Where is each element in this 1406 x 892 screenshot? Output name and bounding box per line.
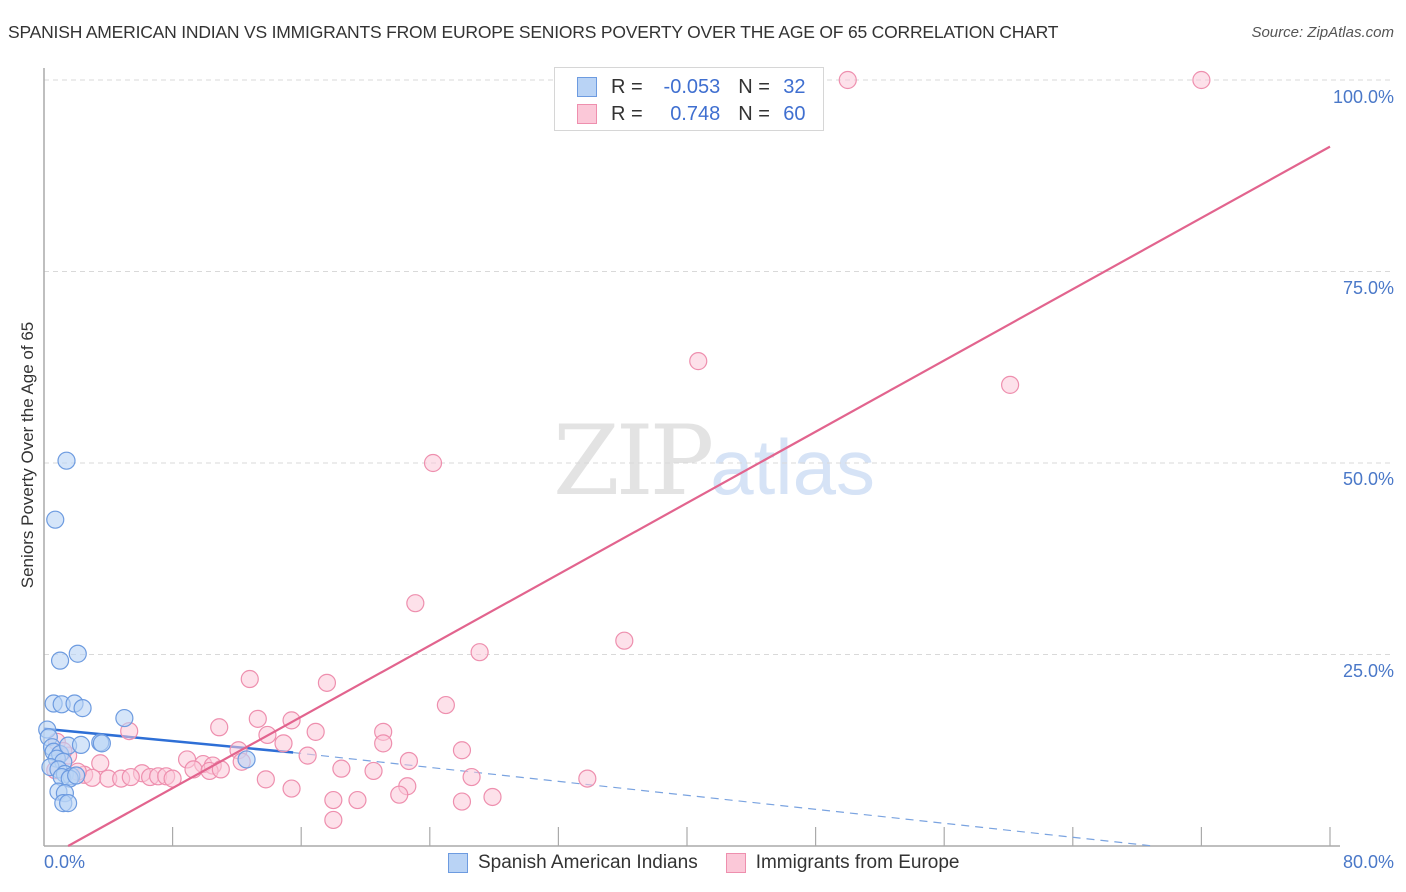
correlation-legend: R = -0.053 N = 32 R = 0.748 N = 60 [554,67,824,131]
y-tick-100: 100.0% [1332,87,1394,107]
x-tick-80: 80.0% [1342,852,1394,872]
blue-swatch-icon [577,77,597,97]
chart-title: SPANISH AMERICAN INDIAN VS IMMIGRANTS FR… [8,22,1059,42]
pink-swatch-icon [577,104,597,124]
legend-label: Immigrants from Europe [755,852,960,873]
legend-item-spanish-american-indians[interactable]: Spanish American Indians [448,852,698,874]
source-label: Source: ZipAtlas.com [1251,24,1394,41]
y-tick-50: 50.0% [1342,469,1394,489]
y-tick-75: 75.0% [1342,278,1394,298]
legend-row-immigrants-from-europe: R = 0.748 N = 60 [577,101,806,127]
legend-label: Spanish American Indians [478,852,698,873]
trendline-spanish-american-indians [43,727,1154,847]
points-spanish-american-indians [38,451,256,813]
trendline-immigrants-from-europe [67,145,1331,847]
legend-row-spanish-american-indians: R = -0.053 N = 32 [577,74,806,100]
points-immigrants-from-europe [46,70,1211,830]
watermark: ZIPatlas [553,405,875,517]
r-value: -0.053 [663,75,721,98]
n-label: N = [738,102,770,125]
n-label: N = [738,75,770,98]
r-label: R = [611,102,643,125]
gridlines [44,79,1392,655]
pink-swatch-icon [725,853,746,873]
watermark-atlas: atlas [710,423,875,511]
legend-item-immigrants-from-europe[interactable]: Immigrants from Europe [725,852,960,874]
y-axis-label: Seniors Poverty Over the Age of 65 [18,321,37,589]
y-tick-25: 25.0% [1342,661,1394,681]
axes [43,68,1340,847]
watermark-zip: ZIP [553,405,714,517]
blue-swatch-icon [448,853,468,873]
x-tick-0: 0.0% [44,852,86,872]
r-label: R = [611,75,643,98]
n-value: 60 [783,102,806,125]
r-value: 0.748 [670,102,721,125]
series-legend: Spanish American Indians Immigrants from… [448,852,987,874]
n-value: 32 [783,75,806,98]
